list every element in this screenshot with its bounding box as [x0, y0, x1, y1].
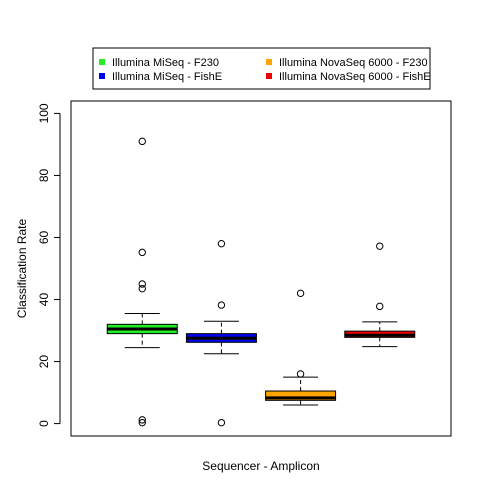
outlier-point	[217, 301, 226, 309]
box	[265, 390, 337, 401]
outlier-point	[138, 284, 146, 293]
legend-swatch	[266, 73, 272, 79]
outlier-point	[217, 418, 226, 427]
y-tick-label: 80	[37, 168, 51, 182]
legend-swatch	[99, 59, 105, 65]
y-tick-label: 0	[37, 420, 51, 427]
legend-label: Illumina NovaSeq 6000 - F230	[279, 57, 428, 69]
x-axis-label: Sequencer - Amplicon	[202, 459, 319, 473]
outlier-point	[138, 248, 146, 257]
legend: Illumina MiSeq - F230 Illumina NovaSeq 60…	[92, 47, 431, 90]
outlier-point	[138, 280, 146, 288]
box-group	[106, 137, 178, 427]
box-group	[265, 289, 337, 406]
legend-swatch	[99, 73, 105, 79]
outlier-point	[138, 137, 146, 146]
legend-swatch	[266, 59, 272, 65]
y-tick-label: 20	[37, 355, 51, 369]
outlier-point	[296, 370, 305, 378]
legend-label: Illumina NovaSeq 6000 - FishE	[279, 71, 431, 83]
outlier-point	[138, 416, 146, 424]
legend-box	[92, 47, 431, 90]
plot-frame	[70, 100, 452, 437]
y-axis: 0 20 40 60 80 100	[37, 103, 61, 427]
y-tick-label: 40	[37, 293, 51, 307]
outlier-point	[376, 302, 384, 311]
outlier-point	[217, 239, 226, 248]
outlier-point	[138, 418, 146, 427]
outlier-point	[376, 242, 384, 250]
legend-label: Illumina MiSeq - FishE	[112, 71, 222, 83]
box-group	[185, 239, 257, 427]
box-group	[344, 242, 416, 348]
outlier-point	[296, 289, 305, 298]
y-tick-label: 60	[37, 230, 51, 244]
boxes	[106, 137, 416, 427]
y-tick-label: 100	[37, 103, 51, 123]
y-axis-label: Classification Rate	[15, 218, 29, 318]
legend-label: Illumina MiSeq - F230	[112, 57, 219, 69]
